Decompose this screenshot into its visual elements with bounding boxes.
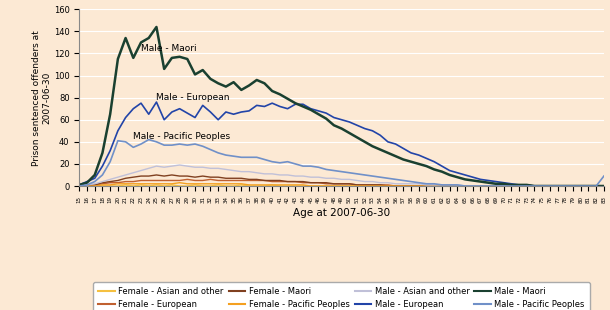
- Male - European: [600, 184, 608, 188]
- Male - Maori: [600, 184, 608, 188]
- Male - European: [76, 183, 83, 187]
- Line: Male - Asian and other: Male - Asian and other: [79, 165, 604, 186]
- Male - Pacific Peoples: [114, 139, 121, 143]
- Female - Pacific Peoples: [261, 183, 268, 187]
- Male - Pacific Peoples: [76, 184, 83, 188]
- Female - Pacific Peoples: [114, 182, 121, 186]
- Male - Asian and other: [600, 184, 608, 188]
- Male - European: [114, 129, 121, 133]
- Female - Pacific Peoples: [600, 184, 608, 188]
- Female - Maori: [253, 178, 260, 181]
- Male - European: [484, 179, 492, 182]
- Male - Maori: [168, 56, 176, 60]
- Line: Female - Asian and other: Female - Asian and other: [79, 185, 604, 186]
- Male - European: [531, 184, 538, 188]
- Y-axis label: Prison sentenced offenders at
2007-06-30: Prison sentenced offenders at 2007-06-30: [32, 30, 51, 166]
- Female - Asian and other: [184, 184, 191, 188]
- X-axis label: Age at 2007-06-30: Age at 2007-06-30: [293, 208, 390, 218]
- Male - Maori: [152, 25, 160, 29]
- Female - Maori: [184, 174, 191, 178]
- Female - Asian and other: [261, 184, 268, 188]
- Female - Pacific Peoples: [176, 181, 183, 184]
- Female - Asian and other: [76, 184, 83, 188]
- Female - European: [76, 184, 83, 188]
- Male - Asian and other: [592, 184, 600, 188]
- Male - Asian and other: [76, 184, 83, 188]
- Text: Male - Pacific Peoples: Male - Pacific Peoples: [134, 131, 231, 140]
- Line: Female - Maori: Female - Maori: [79, 175, 604, 186]
- Male - Asian and other: [176, 163, 183, 167]
- Line: Female - Pacific Peoples: Female - Pacific Peoples: [79, 183, 604, 186]
- Female - European: [600, 184, 608, 188]
- Line: Male - Pacific Peoples: Male - Pacific Peoples: [79, 140, 604, 186]
- Male - European: [152, 100, 160, 104]
- Male - Pacific Peoples: [261, 157, 268, 161]
- Line: Male - Maori: Male - Maori: [79, 27, 604, 186]
- Male - European: [384, 140, 392, 144]
- Female - European: [184, 178, 191, 181]
- Female - Maori: [114, 179, 121, 182]
- Male - Maori: [76, 183, 83, 187]
- Male - Maori: [484, 181, 492, 184]
- Female - Pacific Peoples: [253, 183, 260, 187]
- Female - Pacific Peoples: [384, 184, 392, 188]
- Male - Pacific Peoples: [145, 138, 152, 141]
- Female - Maori: [76, 184, 83, 188]
- Female - Asian and other: [384, 184, 392, 188]
- Male - Asian and other: [384, 181, 392, 184]
- Male - Pacific Peoples: [600, 174, 608, 178]
- Male - Asian and other: [261, 172, 268, 176]
- Male - Maori: [114, 57, 121, 61]
- Female - Maori: [152, 173, 160, 177]
- Male - Pacific Peoples: [592, 184, 600, 188]
- Male - Maori: [384, 151, 392, 155]
- Male - European: [592, 184, 600, 188]
- Female - Pacific Peoples: [184, 182, 191, 186]
- Male - Maori: [531, 184, 538, 188]
- Female - European: [253, 179, 260, 182]
- Female - European: [114, 181, 121, 184]
- Female - Asian and other: [253, 184, 260, 188]
- Male - European: [168, 110, 176, 114]
- Male - Asian and other: [184, 164, 191, 168]
- Male - Pacific Peoples: [253, 155, 260, 159]
- Male - Maori: [592, 184, 600, 188]
- Female - Asian and other: [592, 184, 600, 188]
- Female - Asian and other: [600, 184, 608, 188]
- Female - Asian and other: [122, 183, 129, 187]
- Male - Maori: [184, 57, 191, 61]
- Male - European: [184, 111, 191, 115]
- Female - Pacific Peoples: [592, 184, 600, 188]
- Female - Maori: [600, 184, 608, 188]
- Female - Pacific Peoples: [76, 184, 83, 188]
- Female - European: [592, 184, 600, 188]
- Legend: Female - Asian and other, Female - European, Female - Maori, Female - Pacific Pe: Female - Asian and other, Female - Europ…: [93, 282, 590, 310]
- Male - Pacific Peoples: [184, 143, 191, 147]
- Female - European: [261, 179, 268, 182]
- Female - Maori: [261, 179, 268, 182]
- Male - Asian and other: [253, 171, 260, 175]
- Female - Maori: [384, 184, 392, 188]
- Text: Male - European: Male - European: [156, 93, 230, 102]
- Male - Asian and other: [114, 175, 121, 179]
- Female - European: [176, 179, 183, 182]
- Text: Male - Maori: Male - Maori: [141, 44, 196, 53]
- Line: Female - European: Female - European: [79, 179, 604, 186]
- Line: Male - European: Male - European: [79, 102, 604, 186]
- Male - Pacific Peoples: [384, 176, 392, 180]
- Female - European: [384, 183, 392, 187]
- Female - Maori: [592, 184, 600, 188]
- Female - Asian and other: [114, 184, 121, 188]
